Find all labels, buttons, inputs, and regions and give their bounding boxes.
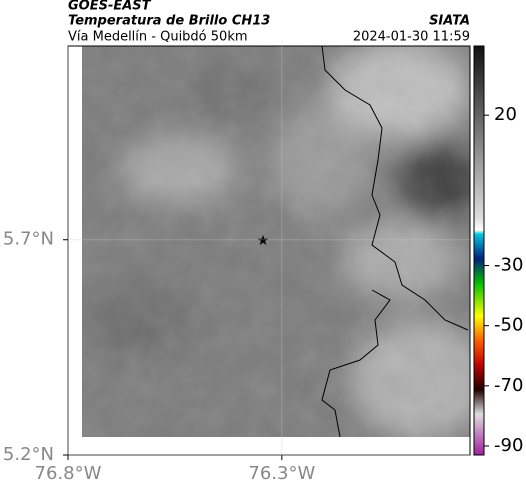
y-tick-label: 5.7°N	[3, 229, 54, 250]
colorbar-tick-label: 20	[494, 104, 517, 125]
colorbar	[473, 45, 485, 456]
map-frame	[67, 45, 471, 456]
colorbar-tick-label: -50	[494, 315, 523, 336]
x-tick-label: 76.8°W	[35, 463, 102, 484]
source: SIATA	[429, 14, 470, 29]
y-tick-label: 5.2°N	[3, 444, 54, 465]
subtitle: Temperatura de Brillo CH13	[68, 14, 270, 29]
colorbar-tick-label: -30	[494, 255, 523, 276]
location: Vía Medellín - Quibdó 50km	[68, 30, 248, 45]
satellite-image	[82, 46, 470, 437]
star-marker: ★	[257, 233, 270, 249]
colorbar-tick-label: -90	[494, 435, 523, 456]
colorbar-tick-label: -70	[494, 375, 523, 396]
title: GOES-EAST	[68, 0, 152, 14]
x-tick-label: 76.3°W	[248, 463, 315, 484]
datetime: 2024-01-30 11:59	[353, 30, 470, 45]
